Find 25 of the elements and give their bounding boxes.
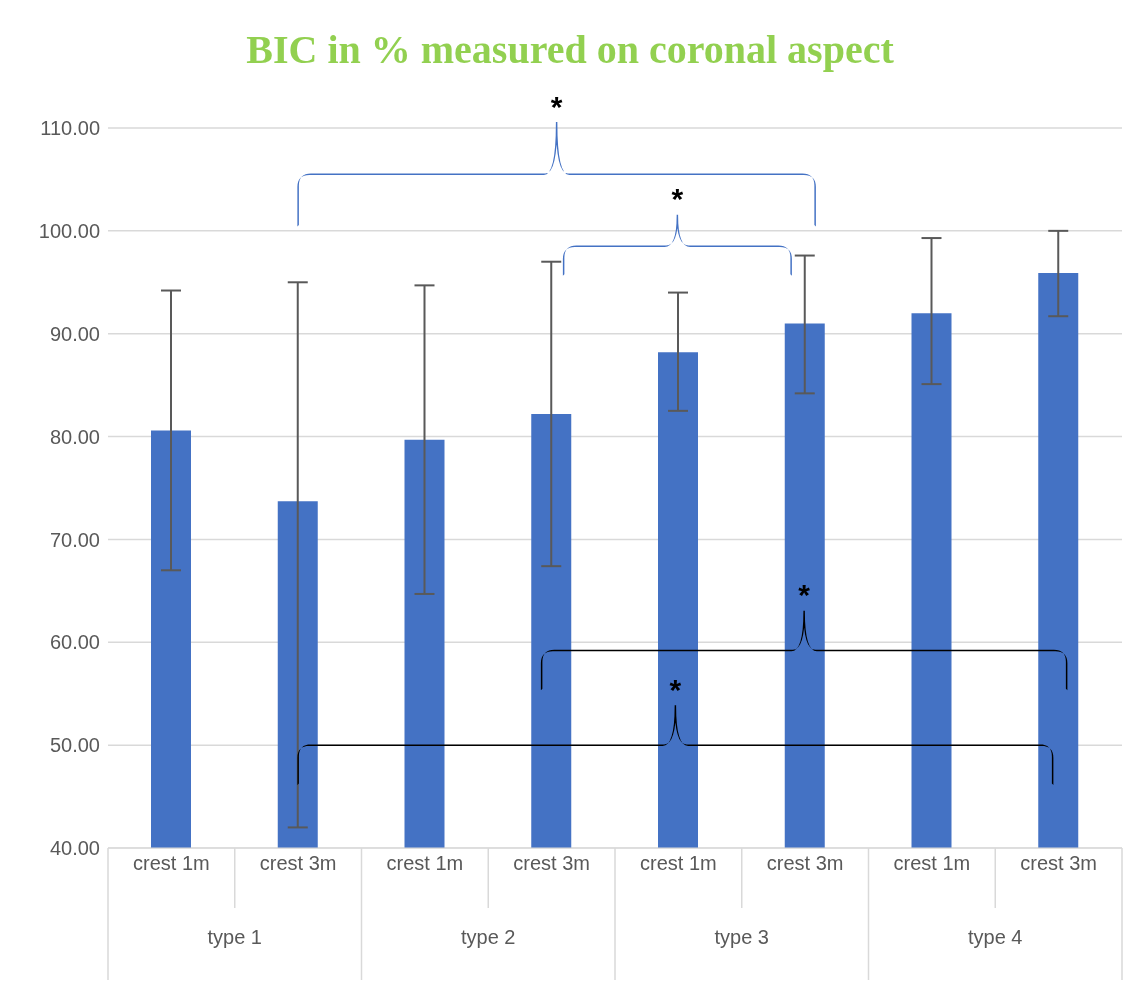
y-tick-label: 70.00 [49,528,100,551]
x-tick-label: crest 3m [259,852,337,875]
y-tick-label: 110.00 [40,117,100,140]
text: type 3 [714,926,769,948]
x-tick-label: crest 1m [386,852,464,875]
x-tick-label: crest 1m [133,852,210,875]
y-tick-label: 40.00 [49,837,100,860]
text: type 1 [207,926,262,948]
x-tick-label: crest 1m [640,852,717,875]
annotation: * [671,182,684,216]
y-tick-label: 90.00 [49,322,100,345]
chart-title: BIC in % measured on coronal aspect [245,26,895,73]
text: * [550,89,563,123]
y-tick-label: 60.00 [49,631,100,654]
annotation: * [798,578,811,612]
x-tick-label: crest 3m [1020,852,1097,875]
y-tick-label: 80.00 [49,425,100,448]
x-tick-label: crest 3m [513,852,590,875]
x-tick-label: crest 3m [766,852,844,875]
y-tick-label: 100.00 [38,219,100,242]
text: type 2 [461,926,516,948]
annotation: * [669,673,682,707]
y-tick-label: 50.00 [49,734,100,757]
x-tick-label: crest 1m [893,852,971,875]
text: type 4 [968,926,1023,948]
